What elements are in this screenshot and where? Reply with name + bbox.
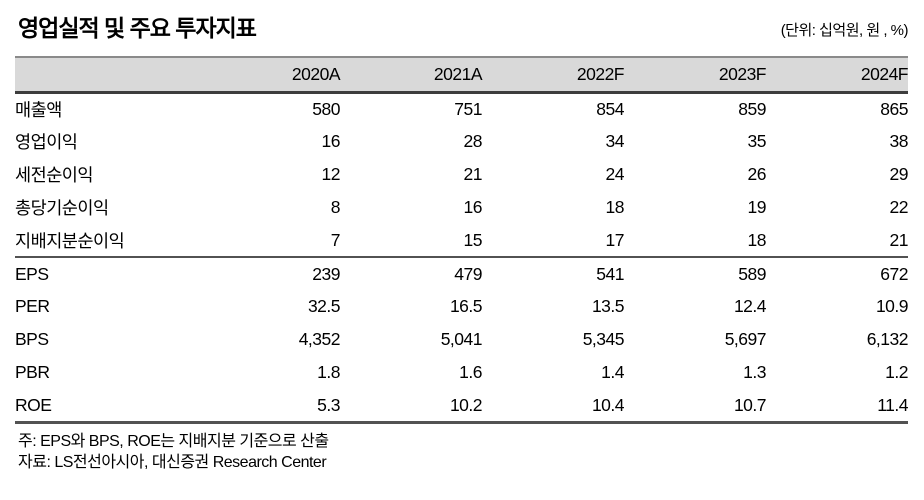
cell-value: 479 [454, 263, 482, 284]
cell-value: 10.2 [449, 394, 483, 415]
row-label: 세전순이익 [15, 165, 94, 186]
income-statement-section: 매출액 580 751 854 859 865 영업이익 16 28 34 35… [15, 92, 909, 258]
cell-value: 16 [321, 131, 341, 152]
cell-value: 12.4 [733, 296, 767, 317]
row-label: PBR [15, 362, 50, 383]
row-label: EPS [15, 263, 49, 284]
valuation-metrics-section: EPS 239 479 541 589 672 PER 32.5 16.5 13… [15, 257, 909, 423]
table-row-controlling-net-income: 지배지분순이익 7 15 17 18 21 [15, 224, 909, 257]
cell-value: 10.7 [733, 394, 767, 415]
row-label: BPS [15, 329, 49, 350]
table-row-revenue: 매출액 580 751 854 859 865 [15, 92, 909, 125]
cell-value: 541 [596, 263, 624, 284]
cell-value: 4,352 [298, 329, 341, 350]
column-header-2022f: 2022F [482, 57, 625, 94]
cell-value: 16 [463, 197, 483, 218]
cell-value: 5,697 [724, 329, 767, 350]
corner-cell [15, 57, 198, 94]
table-row-per: PER 32.5 16.5 13.5 12.4 10.9 [15, 290, 909, 323]
cell-value: 21 [889, 229, 909, 250]
cell-value: 35 [747, 131, 767, 152]
report-table-panel: 영업실적 및 주요 투자지표 (단위: 십억원, 원 , %) 2020A 20… [15, 10, 909, 473]
cell-value: 854 [596, 99, 624, 120]
cell-value: 5.3 [317, 394, 340, 415]
cell-value: 38 [889, 131, 909, 152]
column-header-2024f: 2024F [766, 57, 909, 94]
cell-value: 19 [747, 197, 767, 218]
cell-value: 34 [605, 131, 625, 152]
cell-value: 10.4 [591, 394, 625, 415]
table-row-eps: EPS 239 479 541 589 672 [15, 257, 909, 290]
cell-value: 7 [330, 229, 341, 250]
cell-value: 1.2 [885, 362, 908, 383]
cell-value: 865 [880, 99, 908, 120]
cell-value: 12 [321, 164, 341, 185]
table-row-pbr: PBR 1.8 1.6 1.4 1.3 1.2 [15, 356, 909, 389]
footnotes: 주: EPS와 BPS, ROE는 지배지분 기준으로 산출 자료: LS전선아… [18, 431, 908, 473]
cell-value: 21 [463, 164, 483, 185]
cell-value: 1.8 [317, 362, 340, 383]
cell-value: 6,132 [866, 329, 909, 350]
table-row-bps: BPS 4,352 5,041 5,345 5,697 6,132 [15, 323, 909, 356]
cell-value: 10.9 [875, 296, 909, 317]
column-header-2023f: 2023F [624, 57, 767, 94]
source-line: 자료: LS전선아시아, 대신증권 Research Center [18, 453, 327, 471]
row-label: ROE [15, 394, 52, 415]
row-label: 총당기순이익 [15, 198, 109, 219]
table-row-total-net-income: 총당기순이익 8 16 18 19 22 [15, 191, 909, 224]
table-header-row: 2020A 2021A 2022F 2023F 2024F [15, 57, 909, 94]
cell-value: 11.4 [877, 394, 908, 415]
cell-value: 32.5 [307, 296, 341, 317]
cell-value: 18 [747, 229, 767, 250]
cell-value: 859 [738, 99, 766, 120]
cell-value: 672 [880, 263, 908, 284]
cell-value: 28 [463, 131, 483, 152]
table-row-pretax-income: 세전순이익 12 21 24 26 29 [15, 158, 909, 191]
cell-value: 15 [463, 229, 483, 250]
note-line: 주: EPS와 BPS, ROE는 지배지분 기준으로 산출 [18, 432, 329, 450]
cell-value: 8 [330, 197, 341, 218]
cell-value: 1.6 [459, 362, 482, 383]
cell-value: 26 [747, 164, 767, 185]
cell-value: 13.5 [591, 296, 625, 317]
column-header-2021a: 2021A [340, 57, 483, 94]
cell-value: 589 [738, 263, 766, 284]
page-title: 영업실적 및 주요 투자지표 [18, 15, 257, 41]
column-header-2020a: 2020A [198, 57, 341, 94]
cell-value: 24 [605, 164, 625, 185]
cell-value: 5,041 [440, 329, 483, 350]
unit-label: (단위: 십억원, 원 , %) [780, 22, 909, 40]
cell-value: 22 [889, 197, 909, 218]
row-label: PER [15, 296, 50, 317]
cell-value: 239 [312, 263, 340, 284]
table-row-operating-profit: 영업이익 16 28 34 35 38 [15, 125, 909, 158]
cell-value: 1.3 [743, 362, 766, 383]
row-label: 지배지분순이익 [15, 230, 125, 251]
cell-value: 580 [312, 99, 340, 120]
financial-table: 2020A 2021A 2022F 2023F 2024F 매출액 580 75… [15, 56, 909, 424]
cell-value: 17 [605, 229, 625, 250]
cell-value: 29 [889, 164, 909, 185]
row-label: 매출액 [15, 100, 62, 121]
cell-value: 5,345 [582, 329, 625, 350]
row-label: 영업이익 [15, 132, 78, 153]
cell-value: 16.5 [449, 296, 483, 317]
cell-value: 751 [454, 99, 482, 120]
table-row-roe: ROE 5.3 10.2 10.4 10.7 11.4 [15, 389, 909, 422]
table-header-bar: 영업실적 및 주요 투자지표 (단위: 십억원, 원 , %) [15, 10, 909, 41]
cell-value: 18 [605, 197, 625, 218]
cell-value: 1.4 [601, 362, 624, 383]
